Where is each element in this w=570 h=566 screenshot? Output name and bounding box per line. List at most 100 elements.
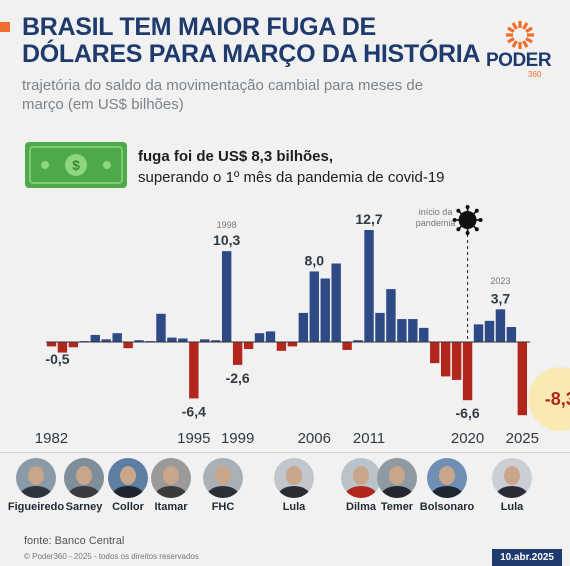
x-tick-1999: 1999 <box>221 430 254 447</box>
president-name: Sarney <box>65 501 103 513</box>
bar-1992 <box>156 313 166 342</box>
bar-2018 <box>440 342 451 377</box>
president-name: Lula <box>282 501 306 513</box>
bar-1990 <box>134 340 144 342</box>
x-tick-1982: 1982 <box>35 430 68 447</box>
value-label-1995: -6,4 <box>182 403 206 419</box>
bar-2025 <box>517 342 528 416</box>
bar-1982 <box>46 342 57 347</box>
bar-2005 <box>298 312 309 342</box>
bar-2012 <box>375 312 385 342</box>
president-name: Temer <box>380 501 414 513</box>
bar-2024 <box>506 327 517 342</box>
bar-1996 <box>200 339 210 342</box>
date-badge: 10.abr.2025 <box>492 549 562 566</box>
divider-line <box>0 452 570 453</box>
bar-2014 <box>397 319 407 342</box>
bar-1986 <box>90 334 100 342</box>
year-annotation-2023: 2023 <box>490 276 510 286</box>
pandemic-label: início da <box>419 207 453 217</box>
x-tick-2006: 2006 <box>298 430 331 447</box>
avatar <box>108 458 148 498</box>
bar-1994 <box>178 338 188 342</box>
banknote-icon: $ <box>25 142 127 188</box>
value-label-1982: -0,5 <box>45 351 69 367</box>
chart-title: BRASIL TEM MAIOR FUGA DE DÓLARES PARA MA… <box>22 13 481 68</box>
avatar <box>16 458 56 498</box>
president-temer: Temer <box>367 458 427 513</box>
bar-1998 <box>221 251 232 342</box>
highlight-circle <box>528 367 570 431</box>
avatar <box>64 458 104 498</box>
bar-2023 <box>495 309 506 342</box>
bar-2022 <box>484 320 495 342</box>
value-label-2006: 8,0 <box>305 252 325 268</box>
bar-2013 <box>386 289 396 342</box>
bar-2020 <box>462 342 473 401</box>
value-label-2023: 3,7 <box>491 290 511 306</box>
avatar <box>427 458 467 498</box>
sunburst-icon <box>506 21 534 49</box>
president-itamar: Itamar <box>141 458 201 513</box>
bar-2004 <box>287 342 298 347</box>
bar-1988 <box>112 333 122 342</box>
president-sarney: Sarney <box>54 458 114 513</box>
avatar <box>274 458 314 498</box>
president-name: Dilma <box>346 501 376 513</box>
value-label-1998: 10,3 <box>213 232 240 248</box>
bar-1993 <box>167 337 177 342</box>
callout-text: fuga foi de US$ 8,3 bilhões, superando o… <box>138 146 548 188</box>
virus-icon <box>452 205 483 235</box>
poder360-logo: PODER 360 <box>486 20 556 82</box>
president-dilma: Dilma <box>331 458 391 513</box>
bar-2010 <box>353 340 363 342</box>
svg-text:$: $ <box>72 157 80 173</box>
president-lula: Lula <box>482 458 542 513</box>
bar-2008 <box>331 263 341 342</box>
bar-2003 <box>276 342 287 351</box>
president-fhc: FHC <box>193 458 253 513</box>
value-label-1999: -2,6 <box>226 370 250 386</box>
value-label-2025: -8,3 <box>545 389 570 409</box>
callout-body: superando o 1º mês da pandemia de covid-… <box>138 169 445 186</box>
president-figueiredo: Figueiredo <box>6 458 66 513</box>
bar-1983 <box>57 342 68 353</box>
bar-2006 <box>309 271 319 342</box>
bar-2002 <box>265 331 276 342</box>
president-name: Itamar <box>154 501 188 513</box>
president-name: Collor <box>112 501 144 513</box>
chart-subtitle: trajetória do saldo da movimentação camb… <box>22 77 424 113</box>
bar-2011 <box>364 230 374 342</box>
x-tick-2020: 2020 <box>451 430 484 447</box>
bar-2017 <box>430 342 440 364</box>
accent-square <box>0 22 10 32</box>
president-name: Lula <box>500 501 524 513</box>
bar-1987 <box>101 339 111 342</box>
president-bolsonaro: Bolsonaro <box>417 458 477 513</box>
bar-2001 <box>254 333 265 342</box>
copyright-note: © Poder360 - 2025 - todos os direitos re… <box>24 552 199 561</box>
x-tick-2011: 2011 <box>353 430 385 447</box>
source-note: fonte: Banco Central <box>24 535 125 547</box>
president-lula: Lula <box>264 458 324 513</box>
president-collor: Collor <box>98 458 158 513</box>
president-name: FHC <box>211 501 235 513</box>
avatar <box>492 458 532 498</box>
bar-1999 <box>232 342 243 365</box>
bar-1984 <box>68 342 79 348</box>
avatar <box>151 458 191 498</box>
pandemic-label: pandemia <box>416 218 456 228</box>
bar-2000 <box>243 342 254 350</box>
president-name: Bolsonaro <box>419 501 475 513</box>
bar-2016 <box>419 327 429 342</box>
avatar <box>341 458 381 498</box>
x-tick-1995: 1995 <box>177 430 210 447</box>
bar-1989 <box>123 342 133 349</box>
logo-wordmark: PODER <box>486 50 552 71</box>
bar-1997 <box>211 340 221 342</box>
bar-2015 <box>408 319 418 342</box>
avatar <box>377 458 417 498</box>
callout-bold: fuga foi de US$ 8,3 bilhões, <box>138 148 334 165</box>
avatar <box>203 458 243 498</box>
